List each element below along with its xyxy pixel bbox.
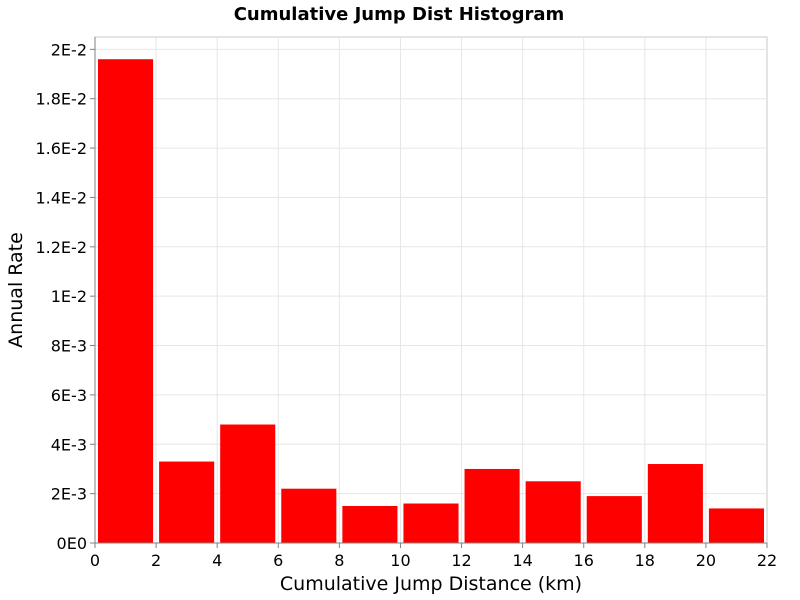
- x-axis-ticks: 0 2 4 6 8 10 12 14 16 18 20 22: [90, 543, 777, 570]
- y-tick-label: 1.4E-2: [35, 188, 87, 207]
- bars: [98, 59, 764, 544]
- y-tick-label: 0E0: [57, 534, 87, 553]
- histogram-bar: [525, 481, 581, 543]
- y-tick-label: 1.6E-2: [35, 139, 87, 158]
- chart-title: Cumulative Jump Dist Histogram: [234, 4, 565, 25]
- x-tick-label: 14: [512, 551, 532, 570]
- x-tick-label: 10: [390, 551, 410, 570]
- histogram-bar: [159, 461, 215, 543]
- y-tick-label: 1.8E-2: [35, 90, 87, 109]
- x-tick-label: 8: [334, 551, 344, 570]
- x-axis-label: Cumulative Jump Distance (km): [280, 573, 582, 595]
- histogram-bar: [647, 464, 703, 543]
- y-tick-label: 1E-2: [51, 287, 87, 306]
- histogram-bar: [220, 424, 276, 543]
- y-axis-label: Annual Rate: [5, 232, 27, 348]
- histogram-bar: [342, 505, 398, 543]
- x-tick-label: 12: [451, 551, 471, 570]
- histogram-bar: [586, 496, 642, 543]
- plot-area: [94, 36, 768, 544]
- gridlines: [95, 37, 767, 543]
- x-tick-label: 4: [212, 551, 222, 570]
- y-tick-label: 4E-3: [51, 435, 87, 454]
- x-tick-label: 22: [757, 551, 777, 570]
- x-tick-label: 18: [635, 551, 655, 570]
- y-tick-label: 6E-3: [51, 386, 87, 405]
- y-axis-ticks: 0E0 2E-3 4E-3 6E-3 8E-3 1E-2 1.2E-2 1.4E-2 1.6E-…: [35, 40, 95, 553]
- histogram-bar: [464, 468, 520, 543]
- histogram-bar: [281, 488, 337, 543]
- y-tick-label: 8E-3: [51, 337, 87, 356]
- x-tick-label: 20: [696, 551, 716, 570]
- x-tick-label: 6: [273, 551, 283, 570]
- y-tick-label: 2E-3: [51, 485, 87, 504]
- histogram-bar: [98, 59, 154, 544]
- y-tick-label: 2E-2: [51, 40, 87, 59]
- x-tick-label: 2: [151, 551, 161, 570]
- y-tick-label: 1.2E-2: [35, 238, 87, 257]
- x-tick-label: 0: [90, 551, 100, 570]
- histogram-bar: [708, 508, 764, 543]
- histogram-bar: [403, 503, 459, 543]
- x-tick-label: 16: [574, 551, 594, 570]
